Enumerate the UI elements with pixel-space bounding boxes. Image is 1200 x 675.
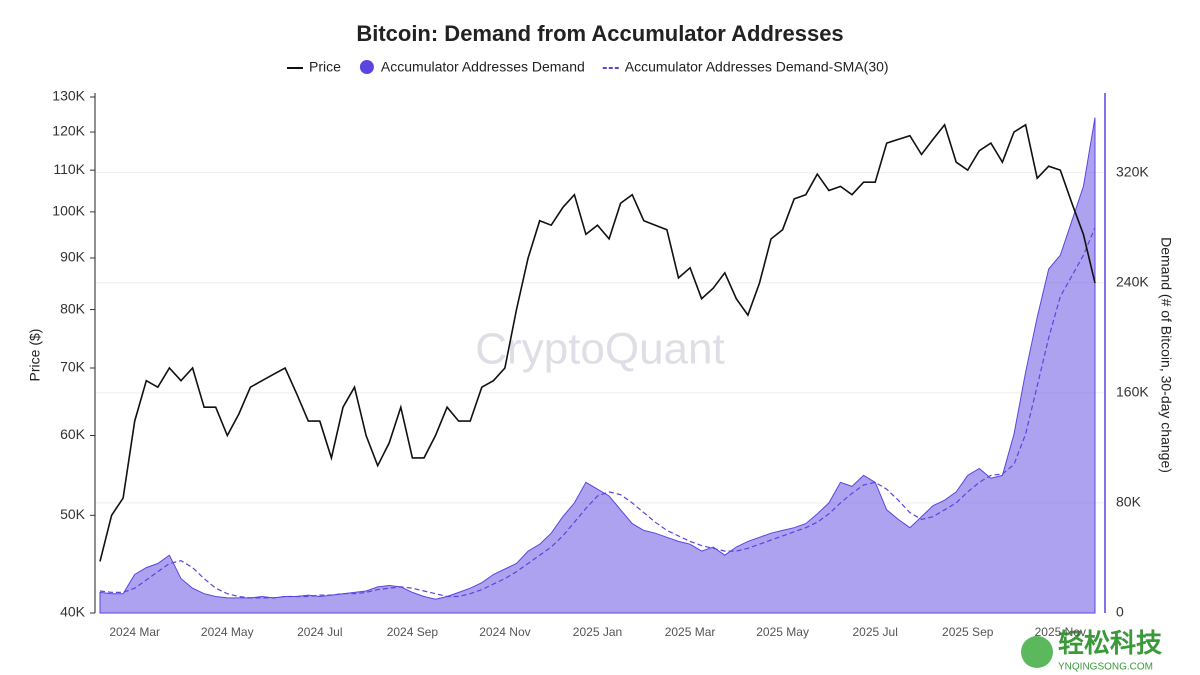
y-tick-label: 60K [60,426,86,442]
y-tick-label: 70K [60,359,86,375]
y-tick-label: 130K [52,88,85,104]
legend: Price Accumulator Addresses Demand Accumul… [287,59,889,75]
legend-label: Accumulator Addresses Demand-SMA(30) [625,59,889,75]
logo-icon [1021,636,1053,668]
x-tick-label: 2025 Sep [942,625,994,639]
y-tick-label: 80K [60,300,86,316]
y2-tick-label: 160K [1116,384,1149,400]
x-tick-label: 2024 Nov [479,625,530,639]
logo-url: YNQINGSONG.COM [1058,662,1153,673]
watermark: CryptoQuant [475,325,724,374]
y-tick-label: 100K [52,203,85,219]
x-tick-label: 2025 Mar [665,625,716,639]
x-tick-label: 2025 Jul [852,625,897,639]
y-tick-label: 90K [60,249,86,265]
x-tick-label: 2025 May [756,625,809,639]
x-tick-label: 2024 Sep [387,625,439,639]
legend-swatch [359,60,374,74]
y-tick-label: 50K [60,506,86,522]
y-tick-label: 120K [52,123,85,139]
chart-title: Bitcoin: Demand from Accumulator Address… [356,21,843,46]
x-tick-label: 2024 May [201,625,254,639]
y-axis-title: Price ($) [27,329,43,382]
legend-label: Price [309,59,341,75]
legend-label: Accumulator Addresses Demand [381,59,585,75]
y2-tick-label: 320K [1116,163,1149,179]
y-tick-label: 110K [53,161,85,177]
y2-tick-label: 80K [1116,494,1142,510]
y-tick-label: 40K [60,604,86,620]
x-tick-label: 2025 Nov [1035,625,1086,639]
x-tick-label: 2024 Mar [109,625,160,639]
sma-line [99,227,1096,599]
x-tick-label: 2024 Jul [297,625,342,639]
logo-text: 轻松科技 [1058,628,1162,658]
y2-tick-label: 0 [1116,604,1124,620]
y2-axis-title: Demand (# of Bitcoin, 30-day change) [1158,237,1174,473]
y2-tick-label: 240K [1116,273,1149,289]
x-tick-label: 2025 Jan [573,625,622,639]
price-line [99,123,1096,562]
